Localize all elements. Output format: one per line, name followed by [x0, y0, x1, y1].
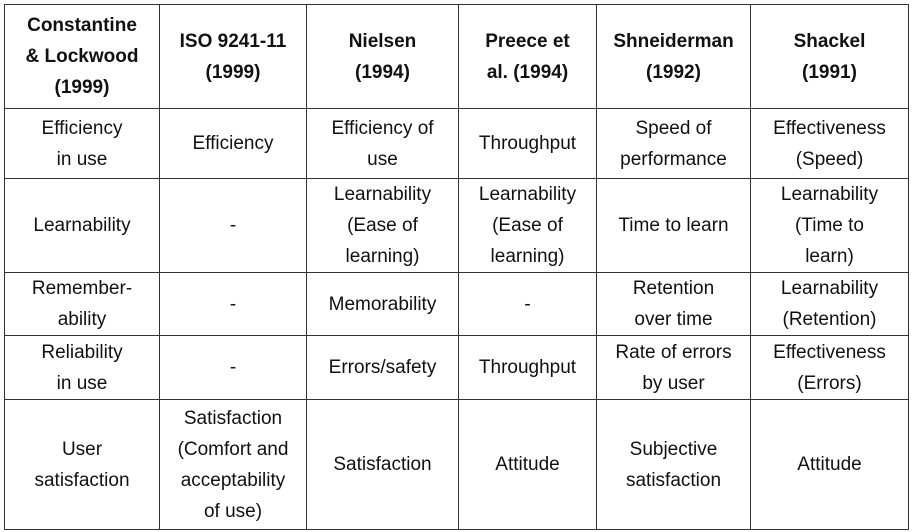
table-cell: Reliability in use — [4, 335, 160, 400]
table-row: Efficiency in use Efficiency Efficiency … — [4, 108, 909, 179]
header-cell-constantine-lockwood: Constantine & Lockwood (1999) — [4, 4, 160, 109]
table-cell: Speed of performance — [596, 108, 751, 179]
table-cell: Throughput — [458, 108, 597, 179]
header-cell-iso-9241-11: ISO 9241-11 (1999) — [159, 4, 307, 109]
header-cell-shneiderman: Shneiderman (1992) — [596, 4, 751, 109]
table-cell: Learnability (Ease of learning) — [306, 178, 459, 273]
table-cell: Retention over time — [596, 272, 751, 336]
table-cell: Learnability (Ease of learning) — [458, 178, 597, 273]
table-cell: User satisfaction — [4, 399, 160, 530]
usability-comparison-table: Constantine & Lockwood (1999) ISO 9241-1… — [4, 4, 909, 530]
table-cell: - — [159, 272, 307, 336]
header-cell-shackel: Shackel (1991) — [750, 4, 909, 109]
table-body: Efficiency in use Efficiency Efficiency … — [4, 108, 909, 530]
table-cell: Memorability — [306, 272, 459, 336]
table-cell: Effectiveness (Errors) — [750, 335, 909, 400]
table-cell: - — [159, 178, 307, 273]
table-cell: Time to learn — [596, 178, 751, 273]
table-cell: Errors/safety — [306, 335, 459, 400]
table-row: Remember- ability - Memorability - Reten… — [4, 272, 909, 336]
table-row: User satisfaction Satisfaction (Comfort … — [4, 399, 909, 530]
header-row: Constantine & Lockwood (1999) ISO 9241-1… — [4, 4, 909, 109]
table-row: Learnability - Learnability (Ease of lea… — [4, 178, 909, 273]
header-cell-preece: Preece et al. (1994) — [458, 4, 597, 109]
table-cell: Efficiency — [159, 108, 307, 179]
header-cell-nielsen: Nielsen (1994) — [306, 4, 459, 109]
table-cell: Learnability (Time to learn) — [750, 178, 909, 273]
table-header: Constantine & Lockwood (1999) ISO 9241-1… — [4, 4, 909, 109]
table-cell: - — [458, 272, 597, 336]
table-cell: Rate of errors by user — [596, 335, 751, 400]
table-cell: Learnability (Retention) — [750, 272, 909, 336]
table-row: Reliability in use - Errors/safety Throu… — [4, 335, 909, 400]
table-cell: Attitude — [750, 399, 909, 530]
table-cell: Satisfaction — [306, 399, 459, 530]
table-cell: - — [159, 335, 307, 400]
table-cell: Throughput — [458, 335, 597, 400]
table-cell: Satisfaction (Comfort and acceptability … — [159, 399, 307, 530]
table-cell: Remember- ability — [4, 272, 160, 336]
table-cell: Efficiency of use — [306, 108, 459, 179]
table-cell: Learnability — [4, 178, 160, 273]
table-cell: Efficiency in use — [4, 108, 160, 179]
table-cell: Effectiveness (Speed) — [750, 108, 909, 179]
table-cell: Attitude — [458, 399, 597, 530]
table-cell: Subjective satisfaction — [596, 399, 751, 530]
